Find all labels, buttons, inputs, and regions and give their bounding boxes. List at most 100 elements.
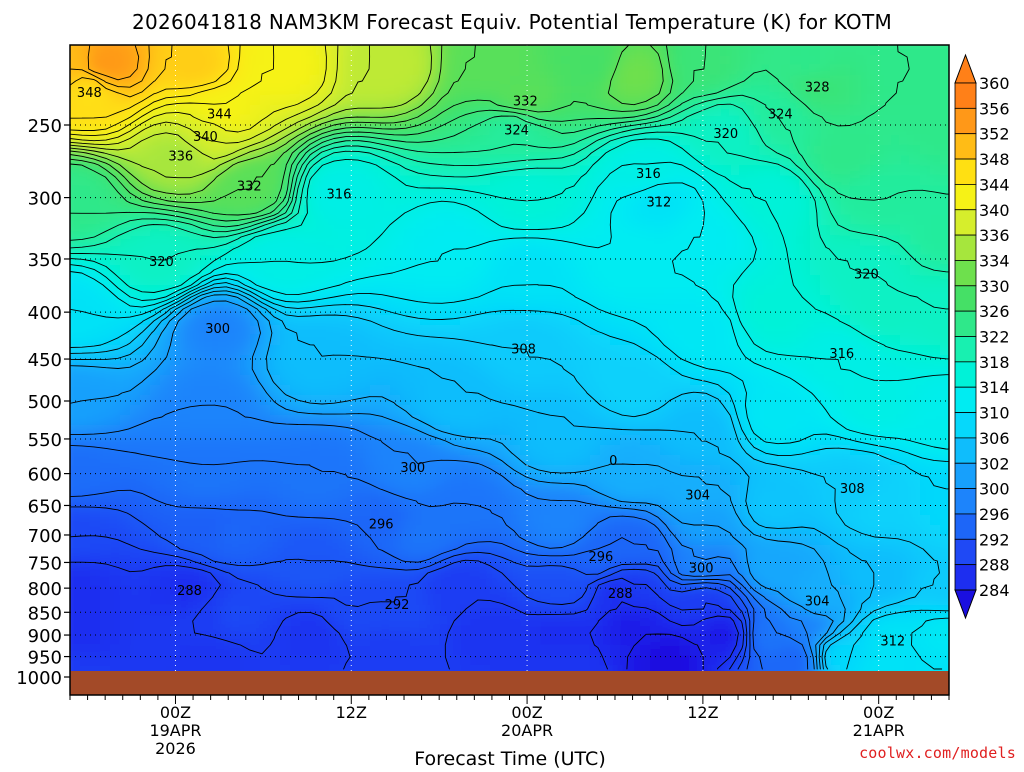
field-cell — [200, 585, 211, 596]
field-cell — [580, 75, 591, 86]
field-cell — [880, 165, 891, 176]
field-cell — [310, 565, 321, 576]
field-cell — [590, 465, 601, 476]
field-cell — [570, 445, 581, 456]
field-cell — [550, 575, 561, 586]
field-cell — [890, 385, 901, 396]
field-cell — [600, 65, 611, 76]
field-cell — [720, 325, 731, 336]
field-cell — [900, 165, 911, 176]
field-cell — [750, 435, 761, 446]
field-cell — [570, 505, 581, 516]
field-cell — [80, 305, 91, 316]
field-cell — [790, 265, 801, 276]
field-cell — [770, 445, 781, 456]
field-cell — [200, 375, 211, 386]
field-cell — [880, 125, 891, 136]
field-cell — [310, 155, 321, 166]
field-cell — [540, 265, 551, 276]
field-cell — [920, 435, 931, 446]
field-cell — [680, 485, 691, 496]
field-cell — [690, 195, 701, 206]
field-cell — [940, 295, 949, 306]
field-cell — [910, 365, 921, 376]
field-cell — [370, 465, 381, 476]
field-cell — [860, 305, 871, 316]
field-cell — [920, 405, 931, 416]
field-cell — [770, 405, 781, 416]
field-cell — [310, 245, 321, 256]
field-cell — [100, 425, 111, 436]
field-cell — [770, 275, 781, 286]
field-cell — [380, 195, 391, 206]
field-cell — [470, 435, 481, 446]
field-cell — [360, 425, 371, 436]
field-cell — [620, 355, 631, 366]
field-cell — [150, 475, 161, 486]
field-cell — [190, 365, 201, 376]
field-cell — [270, 485, 281, 496]
field-cell — [790, 115, 801, 126]
field-cell — [740, 55, 751, 66]
field-cell — [470, 135, 481, 146]
field-cell — [840, 85, 851, 96]
field-cell — [710, 465, 721, 476]
field-cell — [590, 445, 601, 456]
field-cell — [930, 445, 941, 456]
field-cell — [370, 175, 381, 186]
field-cell — [930, 255, 941, 266]
field-cell — [340, 385, 351, 396]
field-cell — [150, 515, 161, 526]
field-cell — [580, 365, 591, 376]
field-cell — [830, 285, 841, 296]
field-cell — [410, 255, 421, 266]
field-cell — [610, 55, 621, 66]
field-cell — [720, 185, 731, 196]
field-cell — [940, 245, 949, 256]
field-cell — [810, 525, 821, 536]
field-cell — [370, 75, 381, 86]
field-cell — [210, 375, 221, 386]
field-cell — [110, 355, 121, 366]
field-cell — [790, 415, 801, 426]
field-cell — [410, 95, 421, 106]
field-cell — [540, 65, 551, 76]
field-cell — [450, 575, 461, 586]
field-cell — [100, 415, 111, 426]
field-cell — [760, 535, 771, 546]
field-cell — [140, 315, 151, 326]
field-cell — [410, 345, 421, 356]
field-cell — [260, 185, 271, 196]
field-cell — [490, 465, 501, 476]
field-cell — [230, 455, 241, 466]
field-cell — [420, 565, 431, 576]
field-cell — [70, 265, 81, 276]
field-cell — [730, 155, 741, 166]
field-cell — [950, 55, 961, 66]
field-cell — [590, 155, 601, 166]
field-cell — [570, 315, 581, 326]
field-cell — [70, 575, 81, 586]
field-cell — [580, 435, 591, 446]
field-cell — [470, 535, 481, 546]
field-cell — [150, 435, 161, 446]
field-cell — [830, 515, 841, 526]
field-cell — [590, 85, 601, 96]
field-cell — [850, 355, 861, 366]
field-cell — [710, 555, 721, 566]
field-cell — [210, 175, 221, 186]
field-cell — [100, 235, 111, 246]
field-cell — [560, 415, 571, 426]
field-cell — [110, 345, 121, 356]
field-cell — [730, 195, 741, 206]
field-cell — [360, 565, 371, 576]
field-cell — [850, 175, 861, 186]
field-cell — [420, 345, 431, 356]
field-cell — [330, 535, 341, 546]
field-cell — [790, 255, 801, 266]
field-cell — [710, 255, 721, 266]
field-cell — [370, 585, 381, 596]
field-cell — [490, 155, 501, 166]
field-cell — [430, 485, 441, 496]
field-cell — [270, 205, 281, 216]
